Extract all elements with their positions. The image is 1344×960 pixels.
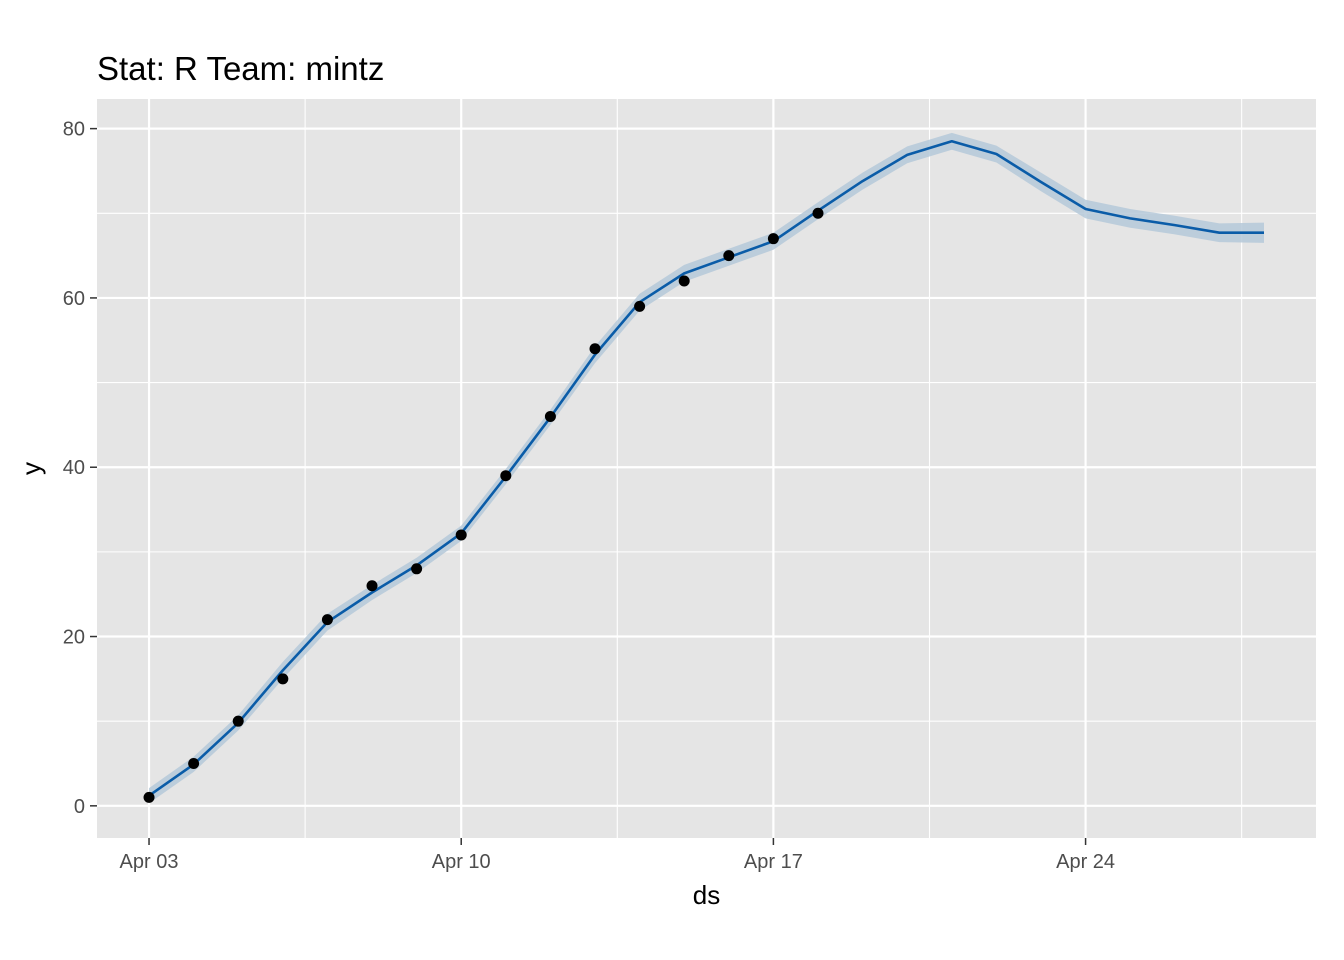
data-point xyxy=(767,233,779,245)
y-tick-label: 40 xyxy=(63,457,85,479)
data-point xyxy=(544,410,556,422)
axis-ticks xyxy=(90,127,1087,845)
axis-tick-labels: Apr 03 Apr 10 Apr 17 Apr 24 0 20 40 60 80 xyxy=(63,119,1115,873)
data-point xyxy=(411,563,423,575)
uncertainty-band xyxy=(149,132,1264,804)
grid-major xyxy=(97,99,1316,838)
data-point xyxy=(723,250,735,262)
forecast-line xyxy=(148,140,1264,797)
data-point xyxy=(589,343,601,355)
chart-title: Stat: R Team: mintz xyxy=(97,50,384,87)
data-point xyxy=(321,614,333,626)
x-tick-label: Apr 24 xyxy=(1056,851,1115,873)
y-tick-label: 20 xyxy=(63,627,85,649)
grid-minor xyxy=(97,99,1316,838)
data-point xyxy=(678,275,690,287)
x-axis-title: ds xyxy=(693,880,720,910)
data-point xyxy=(143,791,155,803)
data-point xyxy=(366,580,378,592)
y-tick-label: 0 xyxy=(74,796,85,818)
data-point xyxy=(812,207,824,219)
x-tick-label: Apr 10 xyxy=(432,851,491,873)
observed-points xyxy=(143,207,824,803)
x-tick-label: Apr 03 xyxy=(120,851,179,873)
y-tick-label: 80 xyxy=(63,119,85,141)
data-point xyxy=(188,758,200,770)
data-point xyxy=(277,673,289,685)
x-tick-label: Apr 17 xyxy=(744,851,803,873)
data-point xyxy=(455,529,467,541)
y-tick-label: 60 xyxy=(63,288,85,310)
data-point xyxy=(500,470,512,482)
data-point xyxy=(634,300,646,312)
y-axis-title: y xyxy=(16,462,46,475)
data-point xyxy=(232,715,244,727)
